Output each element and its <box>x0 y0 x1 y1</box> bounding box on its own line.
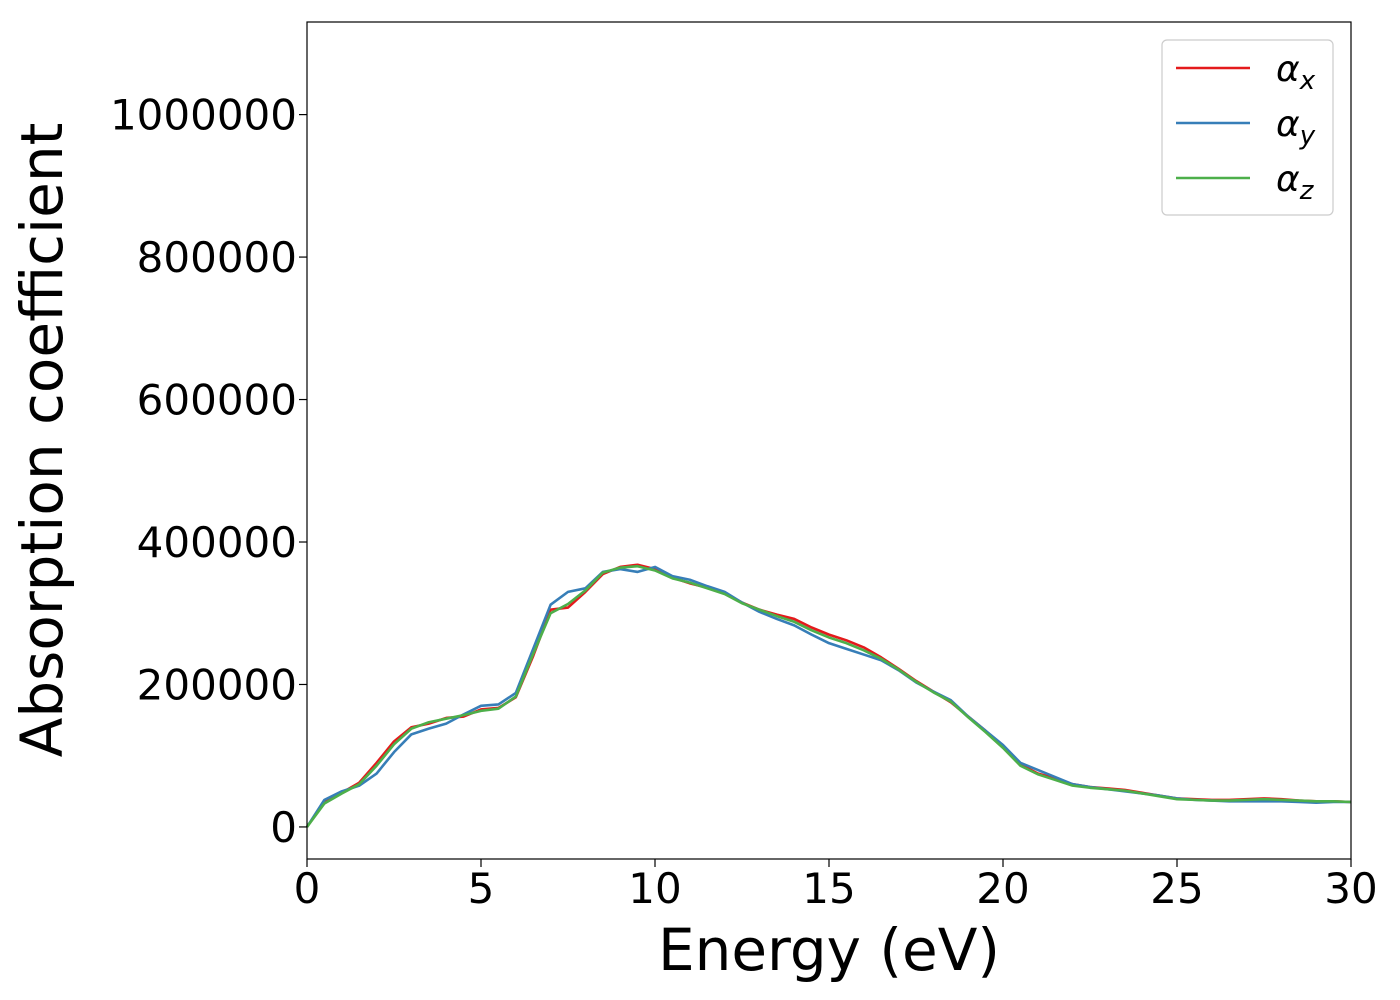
legend-label: αz <box>1276 159 1315 206</box>
x-tick-label: 0 <box>294 864 321 913</box>
legend-item-y: αy <box>1176 104 1316 151</box>
y-tick-label: 0 <box>270 803 297 852</box>
x-axis-label: Energy (eV) <box>658 916 1000 984</box>
x-axis-ticks: 0 5 10 15 20 25 30 <box>294 859 1378 913</box>
legend-label: αy <box>1276 104 1316 151</box>
legend-symbol: α <box>1276 49 1300 90</box>
y-axis-ticks: 0 200000 400000 600000 800000 1000000 <box>110 91 307 852</box>
x-tick-label: 15 <box>802 864 855 913</box>
y-tick-label: 1000000 <box>110 91 297 140</box>
y-tick-label: 200000 <box>137 660 297 709</box>
x-tick-label: 30 <box>1324 864 1377 913</box>
legend-item-x: αx <box>1176 49 1316 96</box>
legend-subscript: x <box>1299 66 1316 96</box>
legend-label: αx <box>1276 49 1316 96</box>
series-line-z <box>305 564 1352 828</box>
x-tick-label: 20 <box>976 864 1029 913</box>
y-axis-label: Absorption coefficient <box>8 123 76 758</box>
legend-symbol: α <box>1276 104 1300 145</box>
legend-symbol: α <box>1276 159 1300 200</box>
y-tick-label: 800000 <box>137 233 297 282</box>
x-tick-label: 25 <box>1150 864 1203 913</box>
legend-item-z: αz <box>1176 159 1315 206</box>
legend-subscript: y <box>1299 121 1316 151</box>
x-tick-label: 5 <box>468 864 495 913</box>
legend-box <box>1161 39 1334 216</box>
y-tick-label: 400000 <box>137 518 297 567</box>
y-tick-label: 600000 <box>137 376 297 425</box>
legend-subscript: z <box>1299 176 1315 206</box>
x-tick-label: 10 <box>628 864 681 913</box>
series-layer <box>305 563 1352 828</box>
